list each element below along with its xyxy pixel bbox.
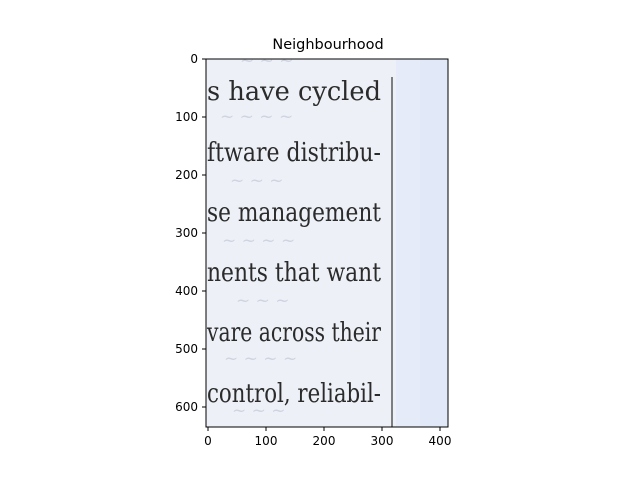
x-tick-label: 200 xyxy=(313,434,336,448)
x-tick-label: 0 xyxy=(204,434,212,448)
y-tick-label: 100 xyxy=(175,110,198,124)
x-axis: 0 100 200 300 400 xyxy=(204,427,451,448)
y-tick-label: 0 xyxy=(190,52,198,66)
svg-text:~ ~ ~: ~ ~ ~ xyxy=(236,291,290,311)
svg-text:~ ~ ~ ~: ~ ~ ~ ~ xyxy=(224,349,297,369)
svg-text:~ ~ ~: ~ ~ ~ xyxy=(240,51,294,71)
figure-title: Neighbourhood xyxy=(272,37,383,53)
svg-text:~ ~ ~ ~: ~ ~ ~ ~ xyxy=(220,107,293,127)
y-tick-label: 500 xyxy=(175,342,198,356)
y-tick-label: 300 xyxy=(175,226,198,240)
y-tick-label: 200 xyxy=(175,168,198,182)
svg-text:~ ~ ~: ~ ~ ~ xyxy=(230,171,284,191)
page-edge-shadow xyxy=(420,59,448,427)
text-line: vare across their xyxy=(206,318,381,348)
svg-text:~ ~ ~ ~: ~ ~ ~ ~ xyxy=(222,231,295,251)
page-paper xyxy=(206,59,396,427)
document-image: ~ ~ ~ ~ ~ ~ ~ ~ ~ ~ ~ ~ ~ ~ ~ ~ ~ ~ ~ ~ … xyxy=(206,51,448,427)
text-lines: s have cycled ftware distribu- se manage… xyxy=(206,77,381,409)
y-tick-label: 600 xyxy=(175,400,198,414)
y-axis: 0 100 200 300 400 500 600 xyxy=(175,52,206,414)
text-line: nents that want xyxy=(207,258,381,288)
axes-frame xyxy=(205,58,449,428)
text-line: control, reliabil- xyxy=(207,379,381,409)
x-tick-label: 100 xyxy=(255,434,278,448)
svg-text:~ ~ ~: ~ ~ ~ xyxy=(232,401,286,421)
y-tick-label: 400 xyxy=(175,284,198,298)
text-line: s have cycled xyxy=(207,77,381,107)
bleed-through-text: ~ ~ ~ ~ ~ ~ ~ ~ ~ ~ ~ ~ ~ ~ ~ ~ ~ ~ ~ ~ … xyxy=(220,51,297,421)
x-tick-label: 300 xyxy=(371,434,394,448)
x-tick-label: 400 xyxy=(429,434,452,448)
text-line: se management xyxy=(207,198,381,228)
text-line: ftware distribu- xyxy=(207,138,381,168)
